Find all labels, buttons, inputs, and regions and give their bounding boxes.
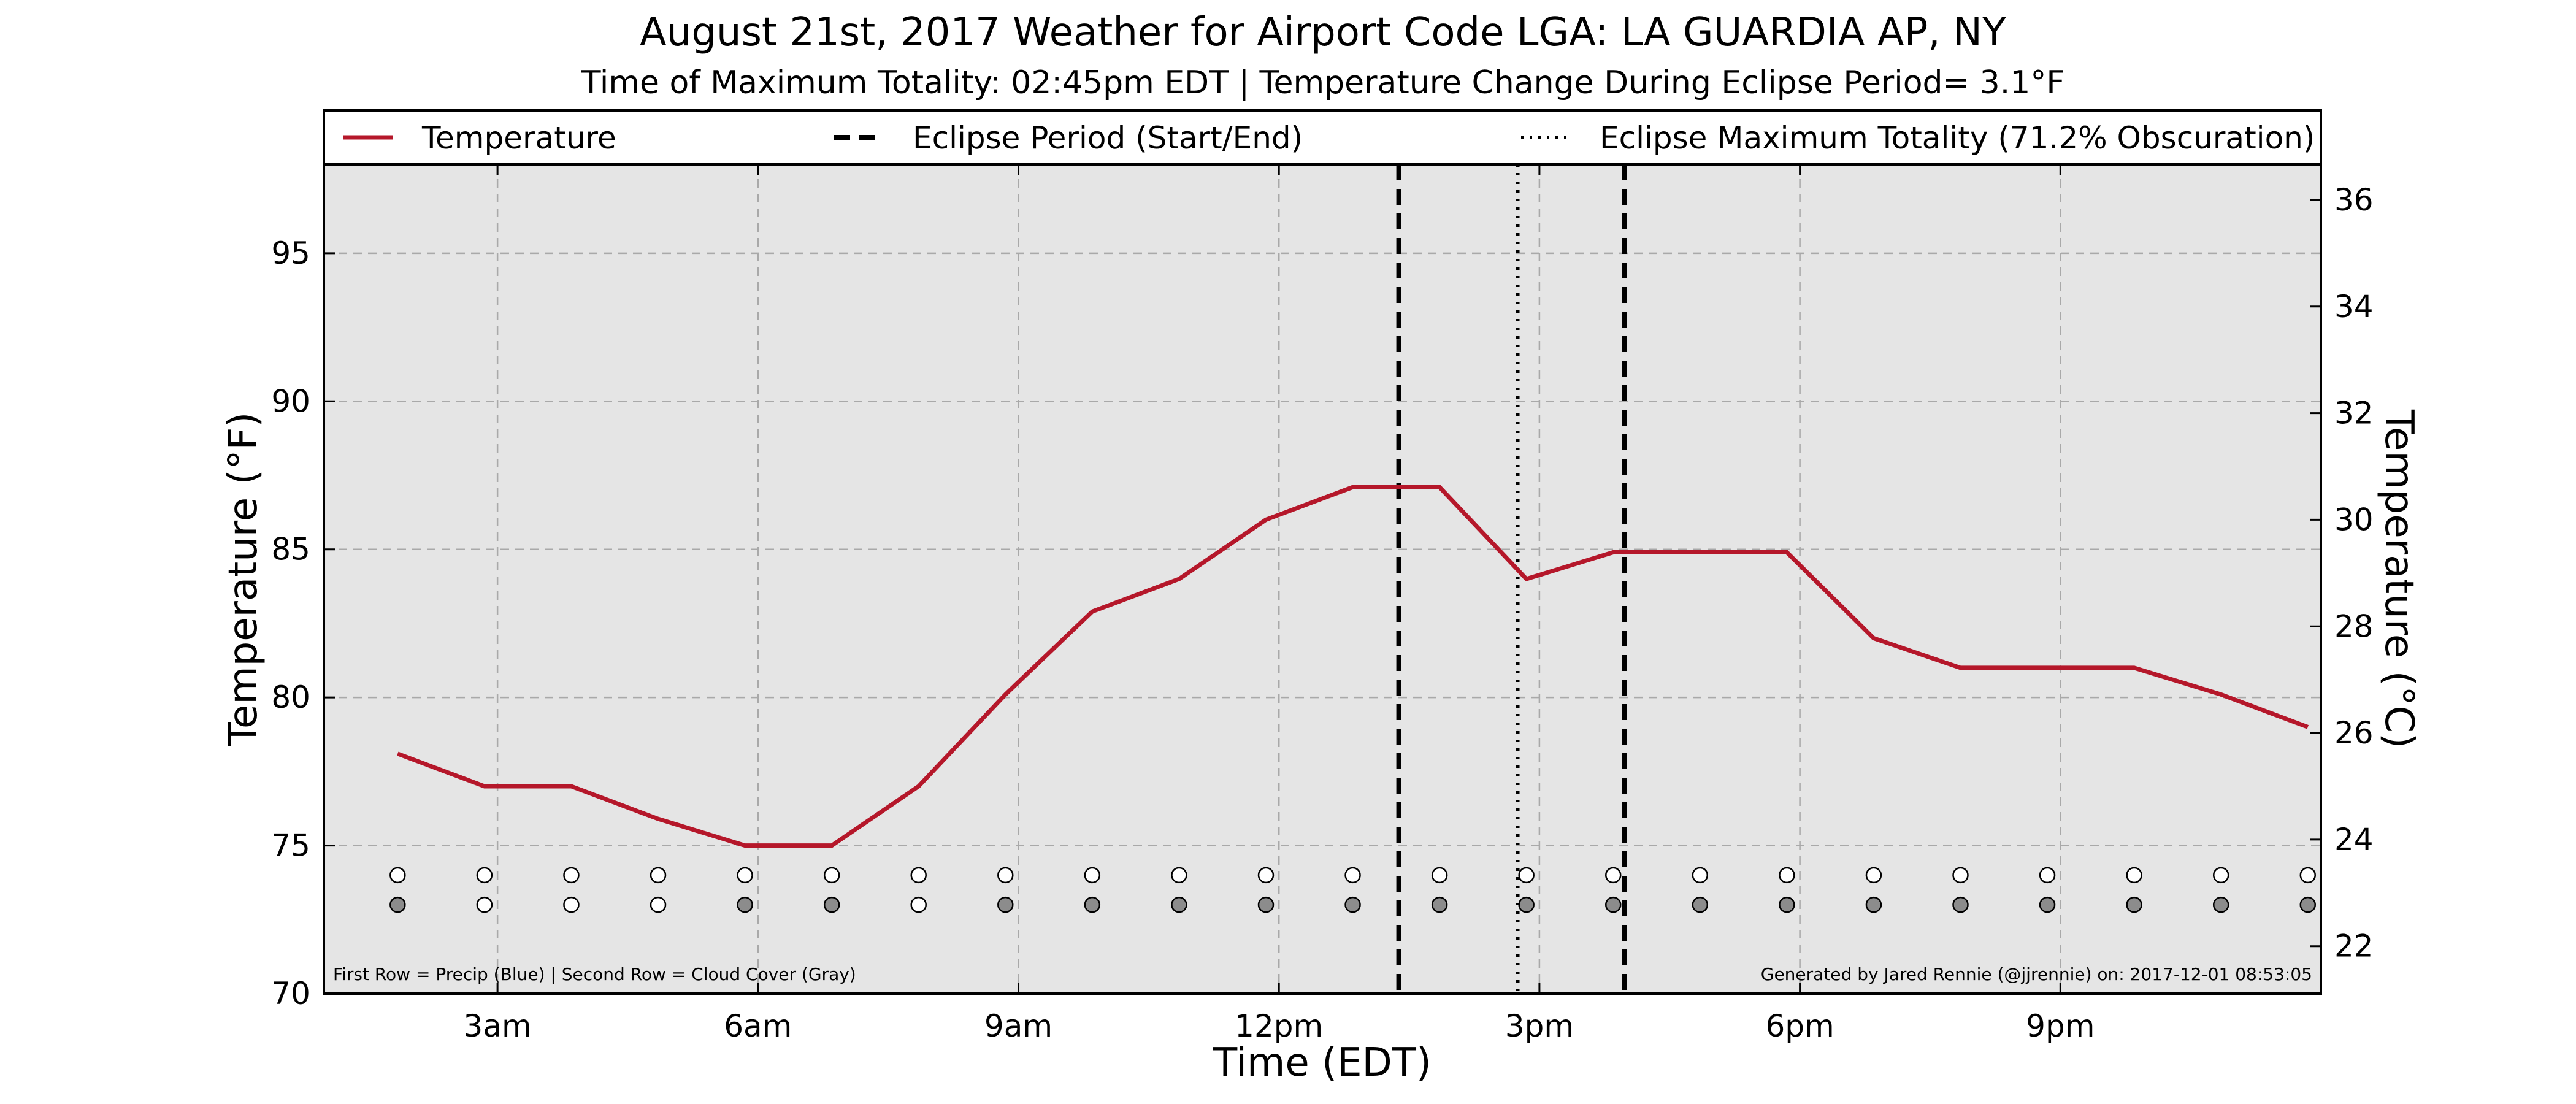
precip-marker xyxy=(2039,867,2056,884)
precip-marker xyxy=(997,867,1014,884)
y-tick-label-right: 22 xyxy=(2334,929,2374,964)
plot-frame xyxy=(323,163,2322,995)
cloud-cover-marker xyxy=(650,896,667,913)
footer-left-note: First Row = Precip (Blue) | Second Row =… xyxy=(333,964,856,984)
precip-marker xyxy=(910,867,927,884)
precip-marker xyxy=(476,867,493,884)
cloud-cover-marker xyxy=(476,896,493,913)
x-tick-label: 12pm xyxy=(1235,1008,1323,1044)
precip-marker xyxy=(1865,867,1882,884)
cloud-cover-marker xyxy=(2212,896,2229,913)
x-tick-label: 9am xyxy=(984,1008,1052,1044)
grid-layer xyxy=(324,164,2321,994)
y-tick-label-right: 24 xyxy=(2334,822,2374,857)
cloud-cover-marker xyxy=(2039,896,2056,913)
x-axis-label: Time (EDT) xyxy=(1213,1040,1432,1086)
cloud-cover-marker xyxy=(1952,896,1969,913)
y-tick-label-left: 75 xyxy=(271,828,310,864)
legend-entry-eclipse-period-label: Eclipse Period (Start/End) xyxy=(913,120,1303,156)
precip-marker xyxy=(1518,867,1535,884)
cloud-cover-marker xyxy=(2299,896,2317,913)
precip-marker xyxy=(1171,867,1187,884)
axes: 3am 6am 9am 12pm 3pm 6pm 9pm 70 75 80 85 90 95 22 24 26… xyxy=(271,164,2374,1044)
legend-entry-temperature-label: Temperature xyxy=(421,120,616,156)
cloud-cover-marker xyxy=(563,896,580,913)
cloud-cover-marker xyxy=(1257,896,1275,913)
y-tick-label-left: 90 xyxy=(271,383,310,419)
precip-marker xyxy=(389,867,406,884)
cloud-cover-marker xyxy=(997,896,1014,913)
precip-marker xyxy=(1431,867,1448,884)
plot-background xyxy=(324,164,2321,994)
precip-marker xyxy=(2212,867,2229,884)
marker-rows xyxy=(389,867,2317,913)
precip-marker xyxy=(823,867,840,884)
x-tick-label: 9pm xyxy=(2026,1008,2095,1044)
precip-marker xyxy=(737,867,753,884)
y-tick-label-left: 70 xyxy=(271,976,310,1011)
series-line-temperature xyxy=(397,485,2309,848)
y-tick-label-left: 95 xyxy=(271,236,310,271)
precip-marker xyxy=(1084,867,1101,884)
chart-subtitle: Time of Maximum Totality: 02:45pm EDT | … xyxy=(581,64,2064,101)
chart-title: August 21st, 2017 Weather for Airport Co… xyxy=(640,10,2007,55)
cloud-cover-marker xyxy=(1779,896,1795,913)
cloud-cover-marker xyxy=(2126,896,2142,913)
x-tick-label: 6pm xyxy=(1765,1008,1834,1044)
precip-marker xyxy=(650,867,667,884)
y-axis-label-right: Temperature (°C) xyxy=(2376,409,2421,748)
precip-marker xyxy=(1952,867,1969,884)
x-tick-label: 3pm xyxy=(1505,1008,1574,1044)
cloud-cover-marker xyxy=(1518,896,1535,913)
precip-marker xyxy=(2126,867,2142,884)
cloud-cover-marker xyxy=(1865,896,1882,913)
series-layer xyxy=(397,485,2309,848)
y-tick-label-right: 28 xyxy=(2334,608,2374,644)
cloud-cover-marker xyxy=(910,896,927,913)
cloud-cover-marker xyxy=(823,896,840,913)
cloud-cover-marker xyxy=(1431,896,1448,913)
precip-marker xyxy=(1344,867,1361,884)
cloud-cover-marker xyxy=(389,896,406,913)
precip-marker xyxy=(1257,867,1275,884)
cloud-cover-marker xyxy=(1084,896,1101,913)
x-tick-label: 6am xyxy=(724,1008,792,1044)
legend-entry-max-totality-label: Eclipse Maximum Totality (71.2% Obscurat… xyxy=(1600,120,2315,156)
precip-marker xyxy=(1692,867,1709,884)
y-tick-label-right: 36 xyxy=(2334,182,2374,218)
cloud-cover-marker xyxy=(1344,896,1361,913)
eclipse-lines xyxy=(1396,164,1627,994)
y-tick-label-right: 26 xyxy=(2334,715,2374,751)
precip-marker xyxy=(563,867,580,884)
y-axis-label-left: Temperature (°F) xyxy=(221,412,266,747)
precip-marker xyxy=(1779,867,1795,884)
y-tick-label-right: 30 xyxy=(2334,502,2374,537)
y-tick-label-left: 80 xyxy=(271,680,310,715)
cloud-cover-marker xyxy=(737,896,753,913)
x-tick-label: 3am xyxy=(464,1008,532,1044)
precip-marker xyxy=(2299,867,2317,884)
cloud-cover-marker xyxy=(1604,896,1622,913)
cloud-cover-marker xyxy=(1171,896,1187,913)
legend: Temperature Eclipse Period (Start/End) Ecl… xyxy=(343,120,2315,156)
cloud-cover-marker xyxy=(1692,896,1709,913)
y-tick-label-right: 34 xyxy=(2334,289,2374,324)
footer-right-note: Generated by Jared Rennie (@jjrennie) on… xyxy=(1761,964,2312,984)
y-tick-label-right: 32 xyxy=(2334,396,2374,431)
precip-marker xyxy=(1604,867,1622,884)
y-tick-label-left: 85 xyxy=(271,532,310,567)
